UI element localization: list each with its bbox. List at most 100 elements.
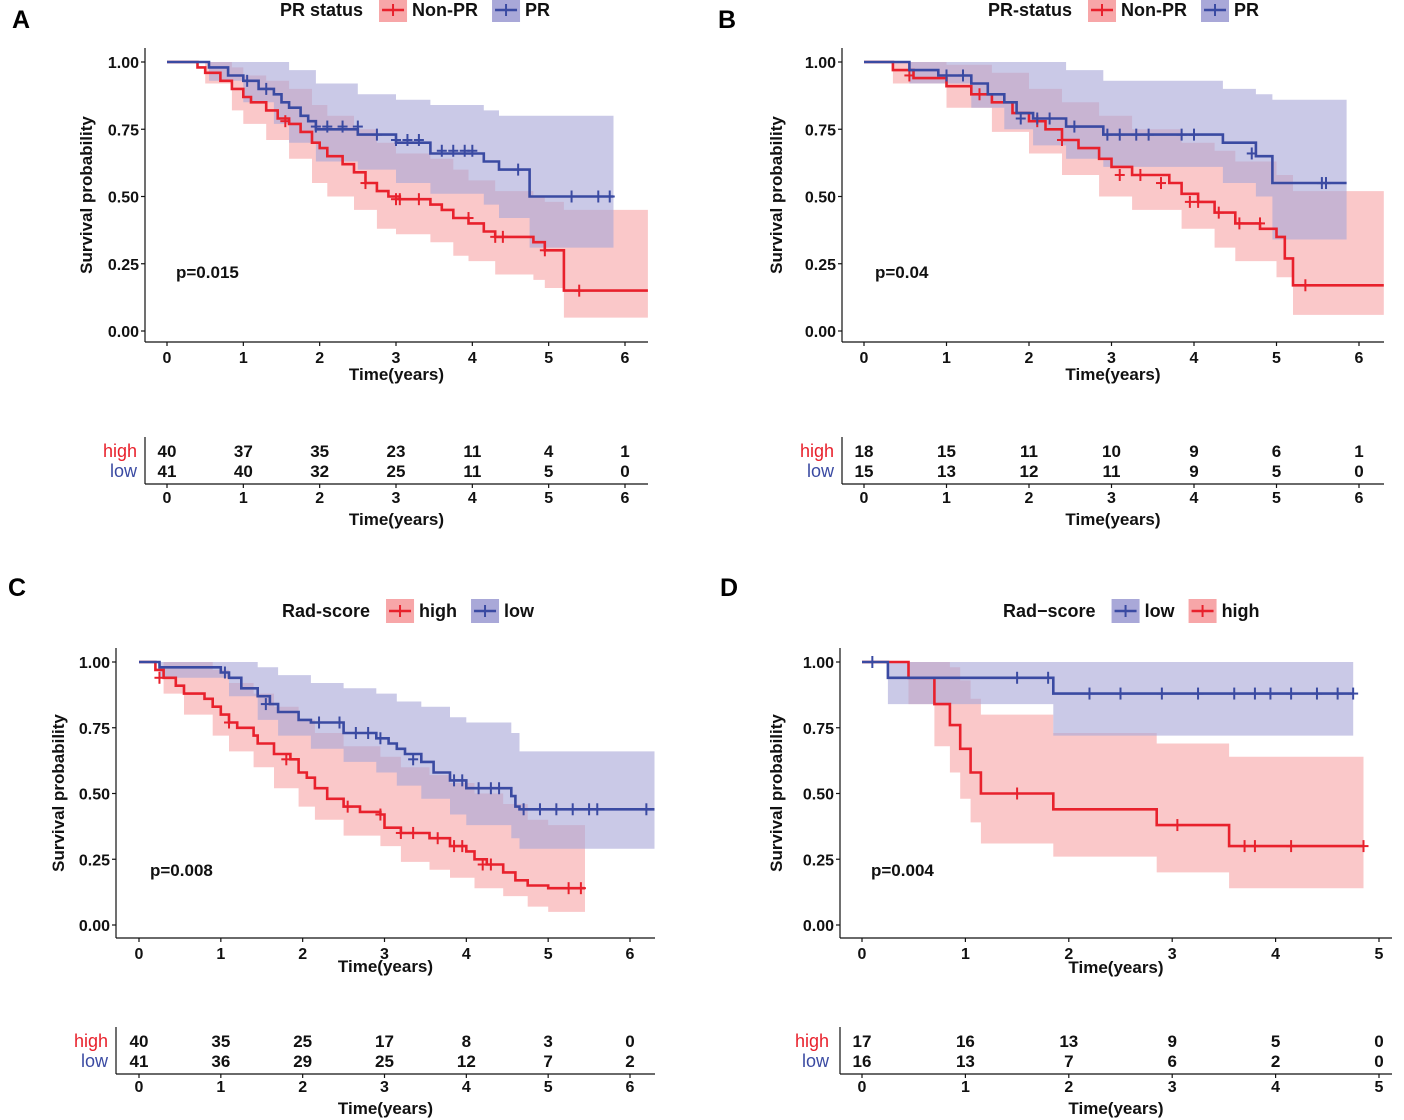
- risk-count-high: 16: [956, 1032, 975, 1051]
- censor-mark-low: [567, 803, 578, 816]
- censor-mark-low: [941, 69, 952, 82]
- x-tick-label: 2: [315, 350, 324, 367]
- risk-count-low: 11: [1103, 462, 1121, 481]
- survival-curve-low: [139, 660, 655, 811]
- y-tick-label: 0.25: [79, 852, 110, 869]
- censor-mark-low: [958, 69, 968, 82]
- censor-mark-low: [1332, 687, 1343, 700]
- censor-mark-low: [1265, 687, 1276, 700]
- censor-mark-low: [1102, 128, 1113, 141]
- x-tick-label: 6: [621, 350, 630, 367]
- x-tick-label: 1: [216, 946, 225, 963]
- y-tick-label: 0.25: [805, 257, 836, 274]
- risk-count-low: 5: [1272, 462, 1281, 481]
- risk-x-axis-title: Time(years): [1065, 510, 1160, 529]
- censor-mark-high: [1239, 840, 1250, 853]
- risk-count-high: 6: [1272, 442, 1281, 461]
- legend-title: Rad−score: [1003, 601, 1096, 621]
- survival-curve-high: [139, 660, 585, 890]
- censor-mark-low: [1015, 112, 1026, 125]
- legend-key-low: [471, 599, 500, 623]
- risk-x-tick-label: 5: [544, 1079, 553, 1096]
- risk-count-low: 15: [855, 462, 874, 481]
- y-tick-label: 0.25: [803, 852, 834, 869]
- legend-title: PR status: [280, 0, 363, 20]
- y-tick-label: 0.50: [805, 190, 836, 207]
- legend-title: PR-status: [988, 0, 1072, 20]
- risk-x-tick-label: 1: [216, 1079, 225, 1096]
- risk-count-low: 2: [625, 1052, 634, 1071]
- legend: Rad-score high low: [282, 599, 535, 623]
- risk-count-high: 13: [1059, 1032, 1078, 1051]
- x-tick-label: 5: [544, 350, 553, 367]
- legend-label-high: Non-PR: [412, 0, 478, 20]
- x-axis-title: Time(years): [338, 957, 433, 976]
- risk-x-axis-title: Time(years): [1068, 1099, 1163, 1118]
- legend-label-low: low: [504, 601, 535, 621]
- ci-band-high: [862, 662, 1364, 889]
- y-tick-label: 1.00: [79, 655, 110, 672]
- risk-count-low: 40: [234, 462, 253, 481]
- risk-count-high: 17: [375, 1032, 394, 1051]
- risk-count-high: 1: [620, 442, 629, 461]
- censor-mark-high: [1156, 177, 1166, 190]
- censor-mark-low: [534, 803, 545, 816]
- risk-count-high: 15: [937, 442, 956, 461]
- censor-mark-high: [575, 882, 586, 895]
- censor-mark-low: [1156, 687, 1167, 700]
- x-tick-label: 4: [468, 350, 477, 367]
- y-tick-label: 0.75: [108, 122, 139, 139]
- censor-mark-low: [1069, 120, 1080, 133]
- y-tick-label: 0.75: [805, 122, 836, 139]
- legend-label-low: PR: [1234, 0, 1259, 20]
- x-tick-label: 4: [1271, 946, 1280, 963]
- p-value: p=0.008: [150, 861, 213, 880]
- risk-count-high: 25: [293, 1032, 312, 1051]
- risk-count-high: 0: [625, 1032, 634, 1051]
- ci-band-high: [167, 62, 648, 318]
- x-tick-label: 3: [380, 946, 389, 963]
- censor-mark-low: [494, 782, 505, 795]
- y-axis-title: Survival probability: [77, 116, 96, 274]
- risk-count-low: 11: [463, 462, 481, 481]
- x-tick-label: 2: [1025, 350, 1034, 367]
- y-axis-title: Survival probability: [767, 116, 786, 274]
- risk-x-tick-label: 5: [544, 490, 553, 507]
- censor-mark-low: [1084, 687, 1095, 700]
- risk-count-low: 13: [937, 462, 956, 481]
- x-tick-label: 1: [942, 350, 951, 367]
- risk-x-tick-label: 0: [860, 490, 869, 507]
- survival-curve-low: [167, 60, 614, 198]
- risk-count-low: 0: [1374, 1052, 1383, 1071]
- censor-mark-low: [1311, 687, 1322, 700]
- censor-mark-high: [1255, 217, 1265, 230]
- risk-row-label-high: high: [795, 1031, 829, 1051]
- censor-mark-low: [402, 134, 413, 147]
- legend-key-high: [379, 0, 408, 22]
- x-tick-label: 1: [961, 946, 970, 963]
- censor-mark-high: [1193, 195, 1204, 208]
- censor-mark-high: [224, 716, 235, 729]
- risk-x-tick-label: 6: [621, 490, 630, 507]
- legend-key-high: [1188, 599, 1217, 623]
- x-tick-label: 6: [1355, 350, 1364, 367]
- risk-x-tick-label: 0: [135, 1079, 144, 1096]
- censor-mark-low: [1193, 687, 1204, 700]
- censor-mark-low: [566, 190, 577, 203]
- censor-mark-low: [467, 144, 478, 157]
- risk-count-low: 13: [956, 1052, 975, 1071]
- y-tick-label: 0.50: [79, 787, 110, 804]
- risk-x-tick-label: 1: [961, 1079, 970, 1096]
- x-tick-label: 6: [626, 946, 635, 963]
- y-axis-title: Survival probability: [767, 714, 786, 872]
- risk-row-label-low: low: [81, 1051, 109, 1071]
- x-tick-label: 5: [1375, 946, 1384, 963]
- censor-mark-low: [513, 163, 524, 176]
- risk-count-high: 17: [853, 1032, 872, 1051]
- censor-mark-low: [518, 803, 529, 816]
- risk-row-label-high: high: [103, 441, 137, 461]
